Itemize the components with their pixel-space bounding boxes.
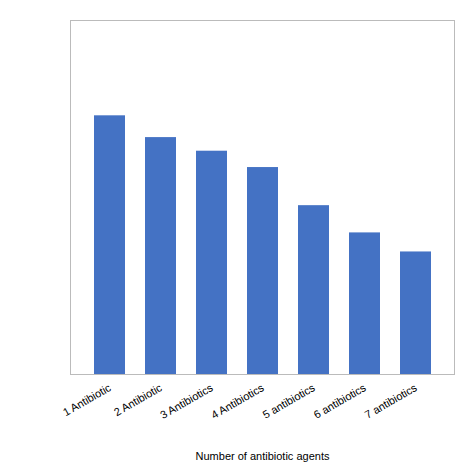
svg-text:Number of antibiotic agents: Number of antibiotic agents: [196, 450, 330, 462]
svg-text:5 antibiotics: 5 antibiotics: [260, 381, 317, 421]
svg-text:3 Antibiotics: 3 Antibiotics: [158, 381, 215, 421]
svg-text:6 antibiotics: 6 antibiotics: [311, 381, 368, 421]
svg-text:4 Antibiotics: 4 Antibiotics: [209, 381, 266, 421]
svg-text:1 Antibiotic: 1 Antibiotic: [61, 381, 114, 418]
svg-text:2 Antibiotic: 2 Antibiotic: [112, 381, 165, 418]
svg-text:7 antibiotics: 7 antibiotics: [362, 381, 419, 421]
